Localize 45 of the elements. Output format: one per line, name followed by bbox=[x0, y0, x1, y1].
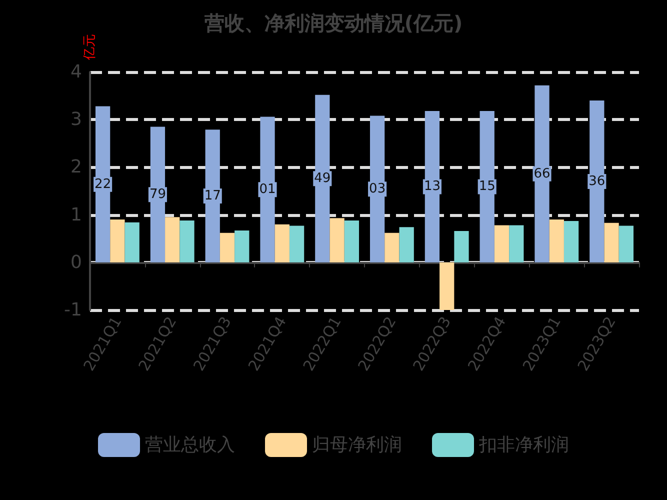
bar bbox=[564, 220, 579, 262]
bar bbox=[384, 232, 400, 262]
bar bbox=[274, 224, 290, 262]
bar bbox=[618, 226, 634, 262]
bar bbox=[260, 116, 275, 262]
annotation: 22 bbox=[94, 176, 112, 192]
bar bbox=[124, 222, 140, 262]
y-tick-label: 3 bbox=[70, 109, 82, 130]
annotation: 01 bbox=[259, 182, 276, 198]
y-tick-label: 1 bbox=[70, 204, 82, 226]
bar bbox=[234, 230, 250, 262]
legend-label: 扣非净利润 bbox=[478, 434, 569, 456]
bar bbox=[110, 220, 125, 262]
annotation: 15 bbox=[478, 179, 496, 194]
legend-label: 营业总收入 bbox=[145, 434, 235, 456]
annotation: 49 bbox=[314, 171, 331, 186]
bar bbox=[399, 227, 414, 262]
legend-label: 归母净利润 bbox=[312, 434, 402, 456]
bar bbox=[454, 230, 469, 262]
y-tick-label: 2 bbox=[70, 156, 82, 178]
bar bbox=[590, 100, 604, 262]
annotation: 36 bbox=[588, 174, 606, 189]
bar bbox=[534, 85, 550, 262]
bar bbox=[315, 94, 330, 262]
annotation: 03 bbox=[369, 182, 386, 197]
annotation: 66 bbox=[534, 166, 550, 182]
annotation: 13 bbox=[424, 179, 440, 194]
y-axis-title: 亿元 bbox=[82, 34, 98, 62]
bar bbox=[440, 262, 454, 310]
bar bbox=[549, 220, 564, 262]
bar bbox=[165, 217, 180, 262]
bar bbox=[330, 218, 344, 262]
y-tick-label: 0 bbox=[70, 252, 82, 273]
bar bbox=[344, 220, 360, 262]
annotation: 79 bbox=[149, 187, 166, 202]
bar bbox=[494, 225, 510, 262]
bar bbox=[289, 226, 304, 262]
bar bbox=[509, 225, 524, 262]
y-tick-label: -1 bbox=[64, 300, 82, 320]
y-tick-label: 4 bbox=[70, 62, 82, 82]
bar bbox=[604, 222, 619, 262]
bar bbox=[180, 220, 194, 262]
bar bbox=[220, 232, 235, 262]
chart-title: 营收、净利润变动情况(亿元) bbox=[203, 11, 463, 35]
annotation: 17 bbox=[204, 188, 221, 204]
